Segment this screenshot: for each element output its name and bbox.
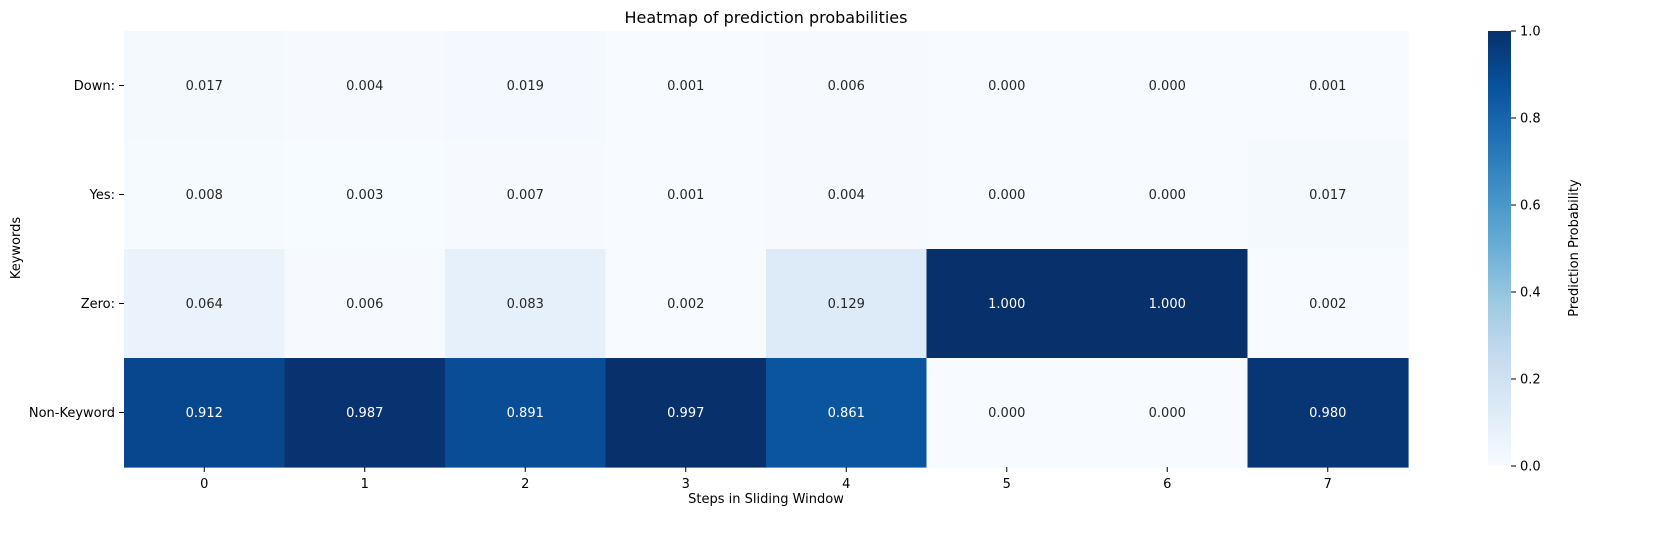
heatmap-cell — [766, 31, 928, 141]
heatmap-cell — [1247, 358, 1409, 468]
cell-value-label: 0.017 — [1309, 188, 1346, 203]
heatmap-cell — [1087, 249, 1249, 359]
colorbar-tick-label: 0.6 — [1520, 199, 1541, 214]
cell-value-label: 0.001 — [1309, 79, 1346, 94]
colorbar-tick-label: 0.2 — [1520, 373, 1541, 388]
x-tick-label: 0 — [200, 477, 208, 492]
y-tick-label: Yes: — [89, 188, 115, 203]
cell-value-label: 0.912 — [186, 406, 223, 421]
colorbar-tick-label: 1.0 — [1520, 25, 1541, 40]
cell-value-label: 0.000 — [1149, 188, 1186, 203]
cell-value-label: 0.000 — [988, 79, 1025, 94]
colorbar-label: Prediction Probability — [1567, 179, 1582, 317]
heatmap-cell — [605, 31, 767, 141]
heatmap-cell — [124, 249, 286, 359]
heatmap-cell — [605, 358, 767, 468]
heatmap-cell — [605, 249, 767, 359]
heatmap-cell — [926, 358, 1088, 468]
cell-value-label: 0.000 — [1149, 79, 1186, 94]
cell-value-label: 0.064 — [186, 297, 223, 312]
x-tick-label: 6 — [1163, 477, 1171, 492]
cell-value-label: 0.008 — [186, 188, 223, 203]
heatmap-cell — [926, 140, 1088, 250]
heatmap-cell — [1087, 31, 1249, 141]
cell-value-label: 0.000 — [988, 188, 1025, 203]
x-axis-label: Steps in Sliding Window — [688, 492, 844, 507]
cell-value-label: 0.017 — [186, 79, 223, 94]
cell-value-label: 0.997 — [667, 406, 704, 421]
heatmap-cell — [445, 31, 607, 141]
heatmap-cell — [124, 31, 286, 141]
heatmap-cell — [284, 249, 446, 359]
cell-value-label: 0.002 — [1309, 297, 1346, 312]
heatmap-cell — [1247, 31, 1409, 141]
heatmap-cell — [445, 249, 607, 359]
y-tick-label: Down: — [74, 79, 115, 94]
heatmap-cell — [926, 249, 1088, 359]
y-tick-label: Zero: — [81, 297, 115, 312]
cell-value-label: 0.000 — [1149, 406, 1186, 421]
cell-value-label: 1.000 — [988, 297, 1025, 312]
cell-value-label: 0.006 — [828, 79, 865, 94]
y-tick-label: Non-Keyword — [29, 406, 115, 421]
cell-value-label: 0.002 — [667, 297, 704, 312]
cell-value-label: 0.987 — [346, 406, 383, 421]
heatmap-cell — [926, 31, 1088, 141]
heatmap-cell — [445, 358, 607, 468]
y-axis-label: Keywords — [9, 217, 24, 280]
colorbar-tick-label: 0.4 — [1520, 286, 1541, 301]
heatmap-cell — [1087, 140, 1249, 250]
cell-value-label: 0.129 — [828, 297, 865, 312]
cell-value-label: 0.019 — [507, 79, 544, 94]
x-tick-label: 4 — [842, 477, 850, 492]
heatmap-cell — [605, 140, 767, 250]
cell-value-label: 0.003 — [346, 188, 383, 203]
cell-value-label: 0.006 — [346, 297, 383, 312]
heatmap-cell — [766, 249, 928, 359]
heatmap-cell-labels: 0.017 0.004 0.019 0.001 0.006 0.000 0.000 0.001… — [186, 79, 1347, 421]
x-tick-label: 2 — [521, 477, 529, 492]
cell-value-label: 0.004 — [828, 188, 865, 203]
heatmap-cell — [124, 358, 286, 468]
y-axis: Down: Yes: Zero: Non-Keyword — [29, 79, 124, 421]
cell-value-label: 0.000 — [988, 406, 1025, 421]
x-axis: 0 1 2 3 4 5 6 7 — [200, 467, 1332, 492]
heatmap-cell — [445, 140, 607, 250]
colorbar — [1488, 31, 1511, 466]
cell-value-label: 0.004 — [346, 79, 383, 94]
colorbar-tick-label: 0.8 — [1520, 112, 1541, 127]
heatmap-cells — [124, 31, 1409, 468]
heatmap-cell — [766, 358, 928, 468]
heatmap-cell — [284, 140, 446, 250]
cell-value-label: 0.083 — [507, 297, 544, 312]
x-tick-label: 3 — [682, 477, 690, 492]
colorbar-ticks: 0.0 0.2 0.4 0.6 0.8 1.0 — [1511, 25, 1541, 475]
colorbar-tick-label: 0.0 — [1520, 460, 1541, 475]
heatmap-cell — [1087, 358, 1249, 468]
cell-value-label: 0.980 — [1309, 406, 1346, 421]
cell-value-label: 0.001 — [667, 188, 704, 203]
x-tick-label: 5 — [1003, 477, 1011, 492]
heatmap-cell — [1247, 140, 1409, 250]
cell-value-label: 0.861 — [828, 406, 865, 421]
heatmap-cell — [124, 140, 286, 250]
chart-title: Heatmap of prediction probabilities — [625, 8, 908, 27]
heatmap-cell — [1247, 249, 1409, 359]
cell-value-label: 1.000 — [1149, 297, 1186, 312]
cell-value-label: 0.891 — [507, 406, 544, 421]
heatmap-cell — [284, 31, 446, 141]
heatmap-cell — [766, 140, 928, 250]
cell-value-label: 0.001 — [667, 79, 704, 94]
cell-value-label: 0.007 — [507, 188, 544, 203]
heatmap-cell — [284, 358, 446, 468]
x-tick-label: 7 — [1324, 477, 1332, 492]
x-tick-label: 1 — [361, 477, 369, 492]
